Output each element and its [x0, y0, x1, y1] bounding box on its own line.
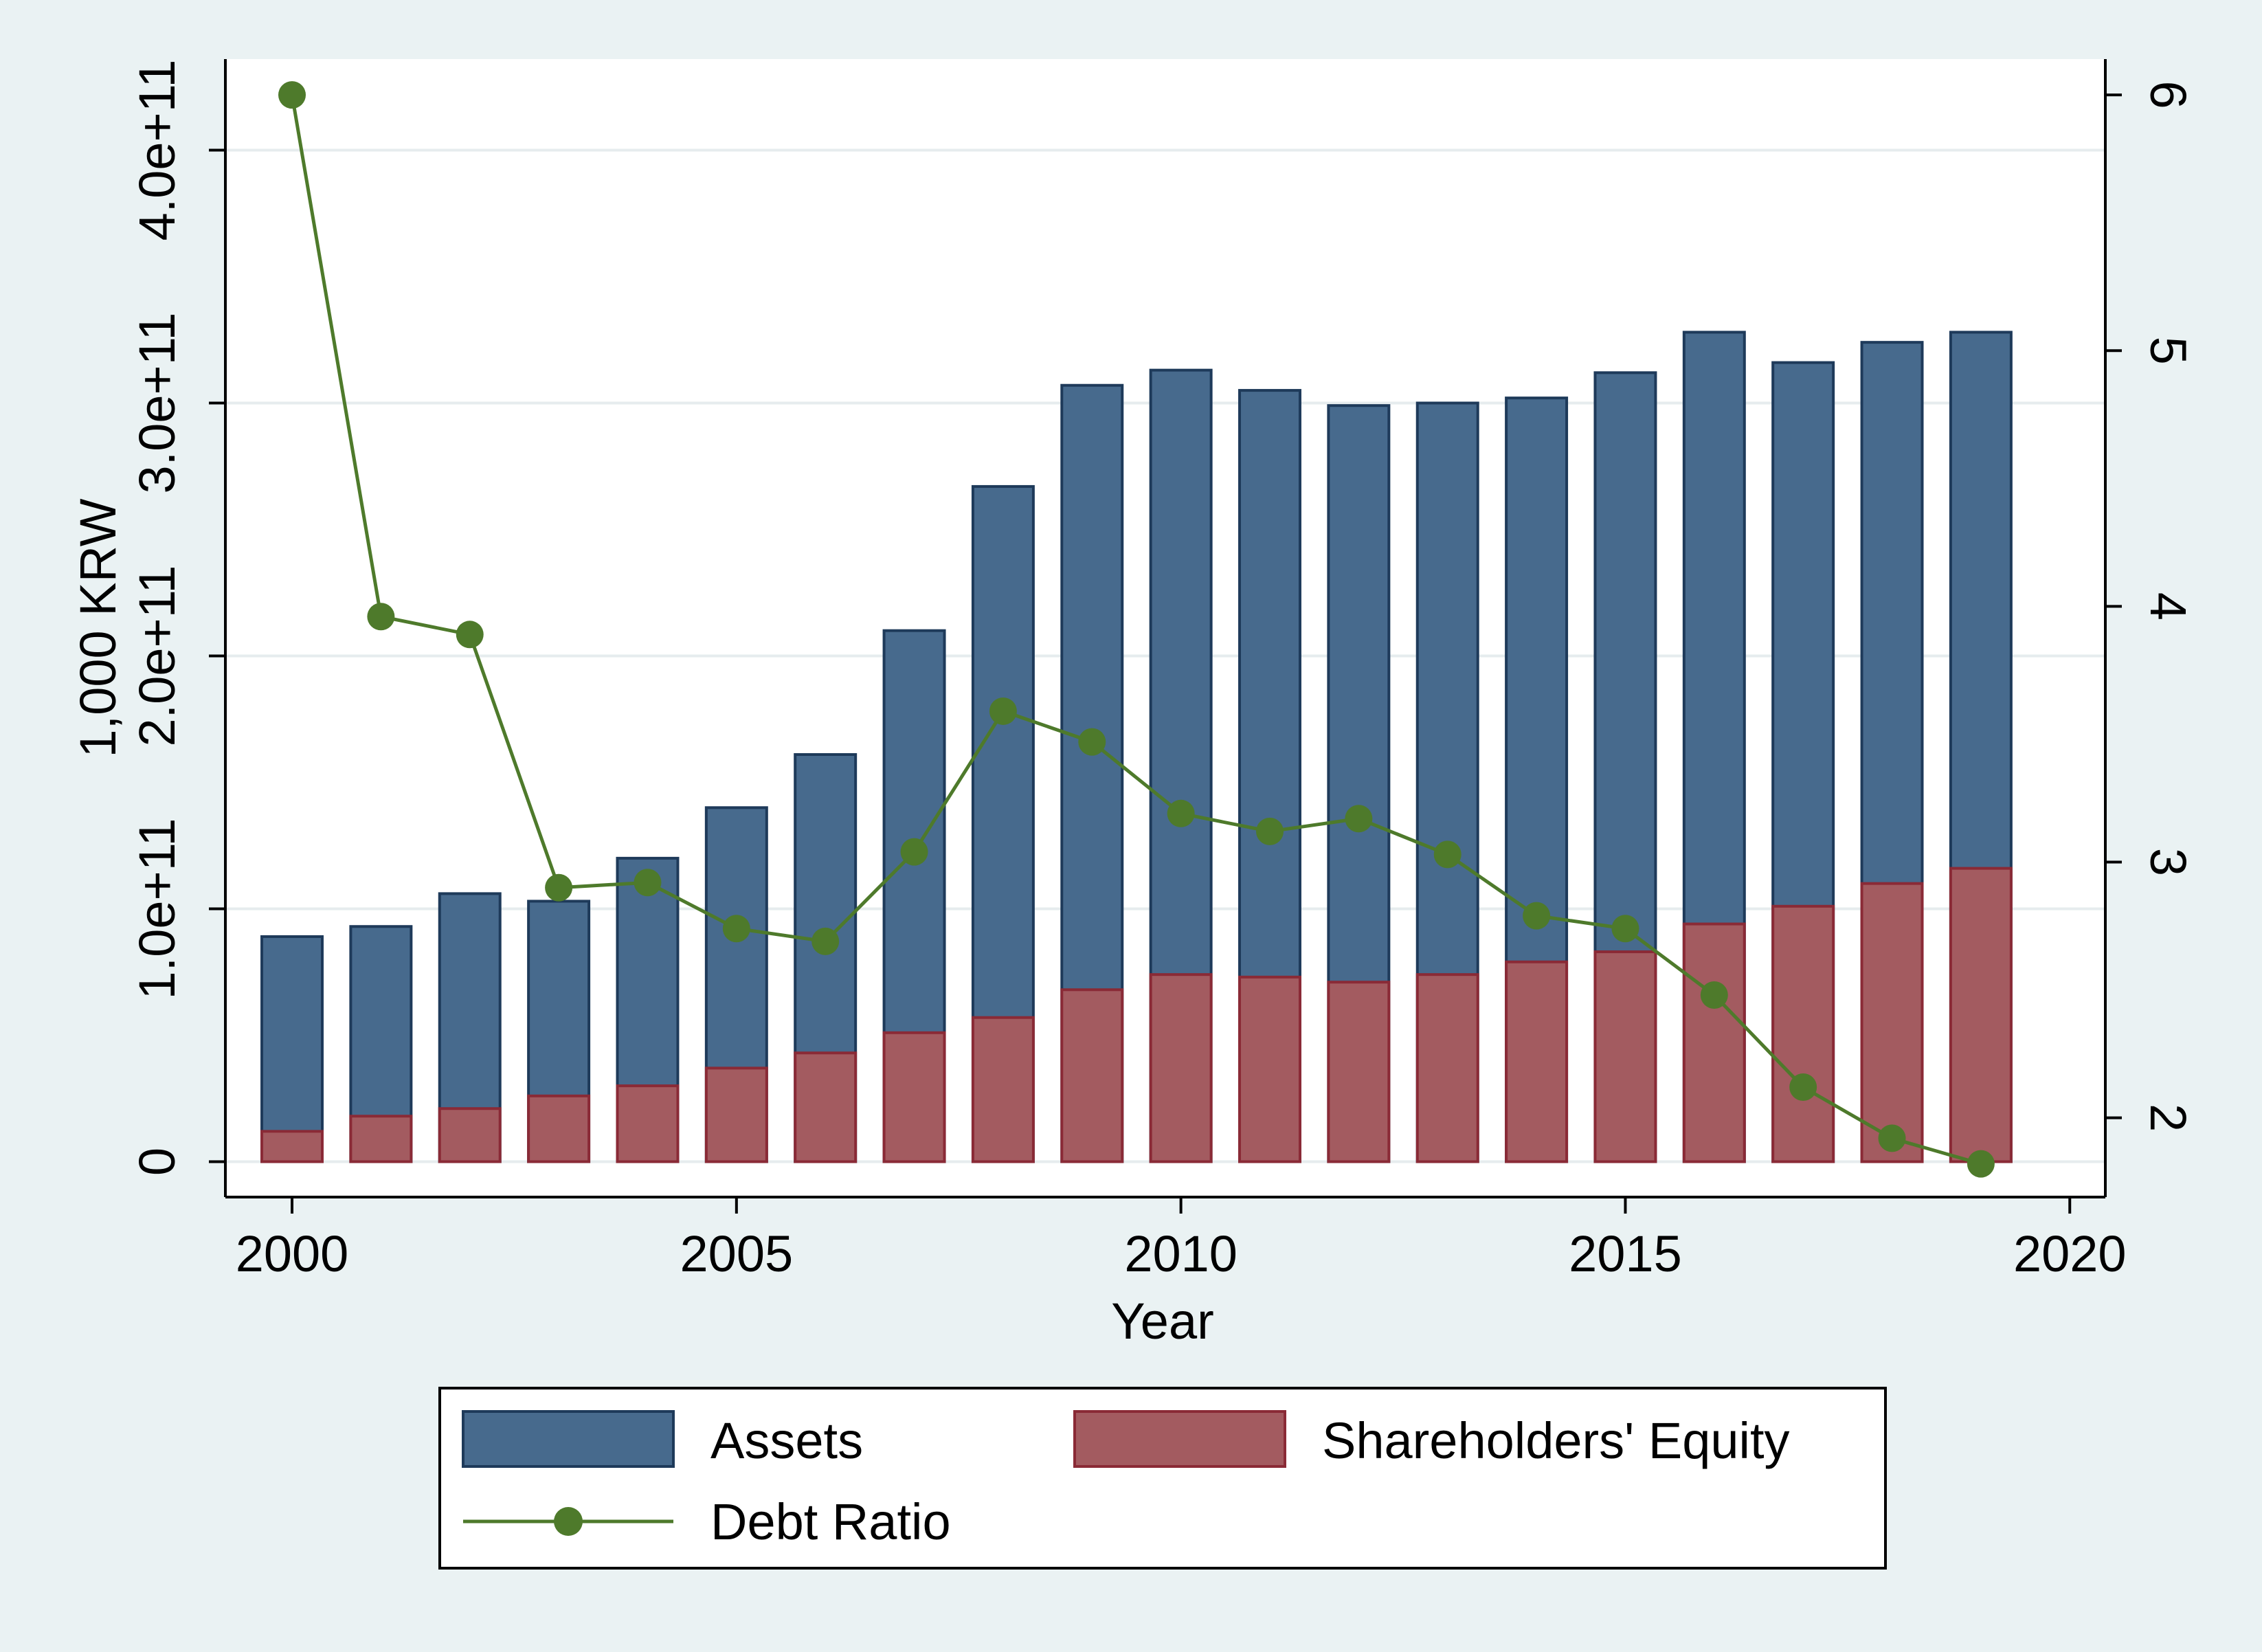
legend-marker-debt-ratio — [554, 1507, 583, 1536]
legend: Assets Shareholders' Equity Debt Ratio — [438, 1387, 1887, 1570]
y-right-tick-label: 3 — [2140, 848, 2197, 876]
point-debt-ratio-2004 — [634, 869, 662, 897]
point-debt-ratio-2018 — [1878, 1124, 1906, 1152]
y-left-tick-label: 2.0e+11 — [128, 565, 186, 746]
point-debt-ratio-2015 — [1611, 915, 1639, 943]
y-axis-left-title: 1,000 KRW — [69, 498, 126, 757]
bar-shareholders-equity-2008 — [971, 1016, 1035, 1163]
bar-shareholders-equity-2015 — [1593, 950, 1657, 1163]
y-left-tick-label: 0 — [128, 1148, 186, 1176]
bar-shareholders-equity-2011 — [1238, 975, 1301, 1163]
point-debt-ratio-2017 — [1789, 1073, 1817, 1101]
bar-shareholders-equity-2004 — [616, 1084, 680, 1163]
point-debt-ratio-2000 — [278, 81, 306, 109]
y-right-tick-label: 2 — [2140, 1104, 2197, 1132]
x-axis-title: Year — [1111, 1293, 1214, 1350]
bar-shareholders-equity-2002 — [438, 1107, 502, 1163]
point-debt-ratio-2010 — [1167, 799, 1195, 827]
point-debt-ratio-2011 — [1256, 817, 1284, 845]
y-left-tick-label: 3.0e+11 — [128, 312, 186, 493]
y-left-tick-label: 1.0e+11 — [128, 818, 186, 999]
bar-shareholders-equity-2009 — [1060, 988, 1124, 1163]
x-tick-label: 2010 — [1124, 1225, 1238, 1282]
point-debt-ratio-2019 — [1967, 1150, 1995, 1178]
point-debt-ratio-2002 — [456, 621, 484, 649]
bar-shareholders-equity-2019 — [1949, 867, 2013, 1163]
bar-assets-2000 — [260, 935, 324, 1163]
x-tick-label: 2015 — [1569, 1225, 1682, 1282]
point-debt-ratio-2014 — [1523, 902, 1551, 930]
bar-shareholders-equity-2012 — [1327, 981, 1391, 1163]
bar-shareholders-equity-2016 — [1682, 922, 1746, 1163]
bar-shareholders-equity-2010 — [1149, 973, 1213, 1163]
bar-shareholders-equity-2007 — [882, 1031, 946, 1163]
bar-shareholders-equity-2001 — [349, 1115, 413, 1163]
legend-swatch-shareholders-equity — [1073, 1410, 1286, 1468]
x-tick-label: 2000 — [236, 1225, 349, 1282]
y-left-tick-label: 4.0e+11 — [128, 59, 186, 241]
legend-label-shareholders-equity: Shareholders' Equity — [1322, 1412, 1790, 1469]
bar-shareholders-equity-2005 — [704, 1067, 768, 1163]
bar-shareholders-equity-2013 — [1415, 973, 1479, 1163]
bar-shareholders-equity-2017 — [1771, 904, 1835, 1163]
point-debt-ratio-2005 — [722, 915, 750, 943]
bar-series — [260, 331, 2013, 1163]
legend-label-assets: Assets — [710, 1412, 863, 1469]
y-right-tick-label: 4 — [2140, 592, 2197, 621]
point-debt-ratio-2006 — [811, 927, 840, 955]
bar-shareholders-equity-2018 — [1860, 882, 1924, 1163]
bar-shareholders-equity-2006 — [794, 1051, 858, 1163]
point-debt-ratio-2016 — [1700, 981, 1728, 1009]
point-debt-ratio-2001 — [367, 603, 395, 631]
y-right-tick-label: 6 — [2140, 81, 2197, 109]
point-debt-ratio-2013 — [1433, 840, 1462, 869]
debt-ratio-series — [278, 81, 1995, 1178]
point-debt-ratio-2009 — [1078, 728, 1106, 756]
legend-label-debt-ratio: Debt Ratio — [710, 1493, 951, 1550]
bar-shareholders-equity-2014 — [1505, 960, 1569, 1163]
bar-shareholders-equity-2003 — [527, 1094, 591, 1163]
point-debt-ratio-2007 — [900, 838, 928, 866]
axis-ticks: 2000 2005 2010 2015 2020 0 1.0e+11 2.0e+11 3.0e+… — [128, 59, 2197, 1282]
point-debt-ratio-2008 — [989, 697, 1017, 725]
point-debt-ratio-2003 — [545, 873, 573, 902]
legend-swatch-assets — [462, 1410, 675, 1468]
line-debt-ratio — [290, 94, 1982, 1166]
x-tick-label: 2005 — [680, 1225, 794, 1282]
bar-shareholders-equity-2000 — [260, 1130, 324, 1163]
y-right-tick-label: 5 — [2140, 337, 2197, 365]
point-debt-ratio-2012 — [1345, 805, 1373, 833]
x-tick-label: 2020 — [2013, 1225, 2127, 1282]
